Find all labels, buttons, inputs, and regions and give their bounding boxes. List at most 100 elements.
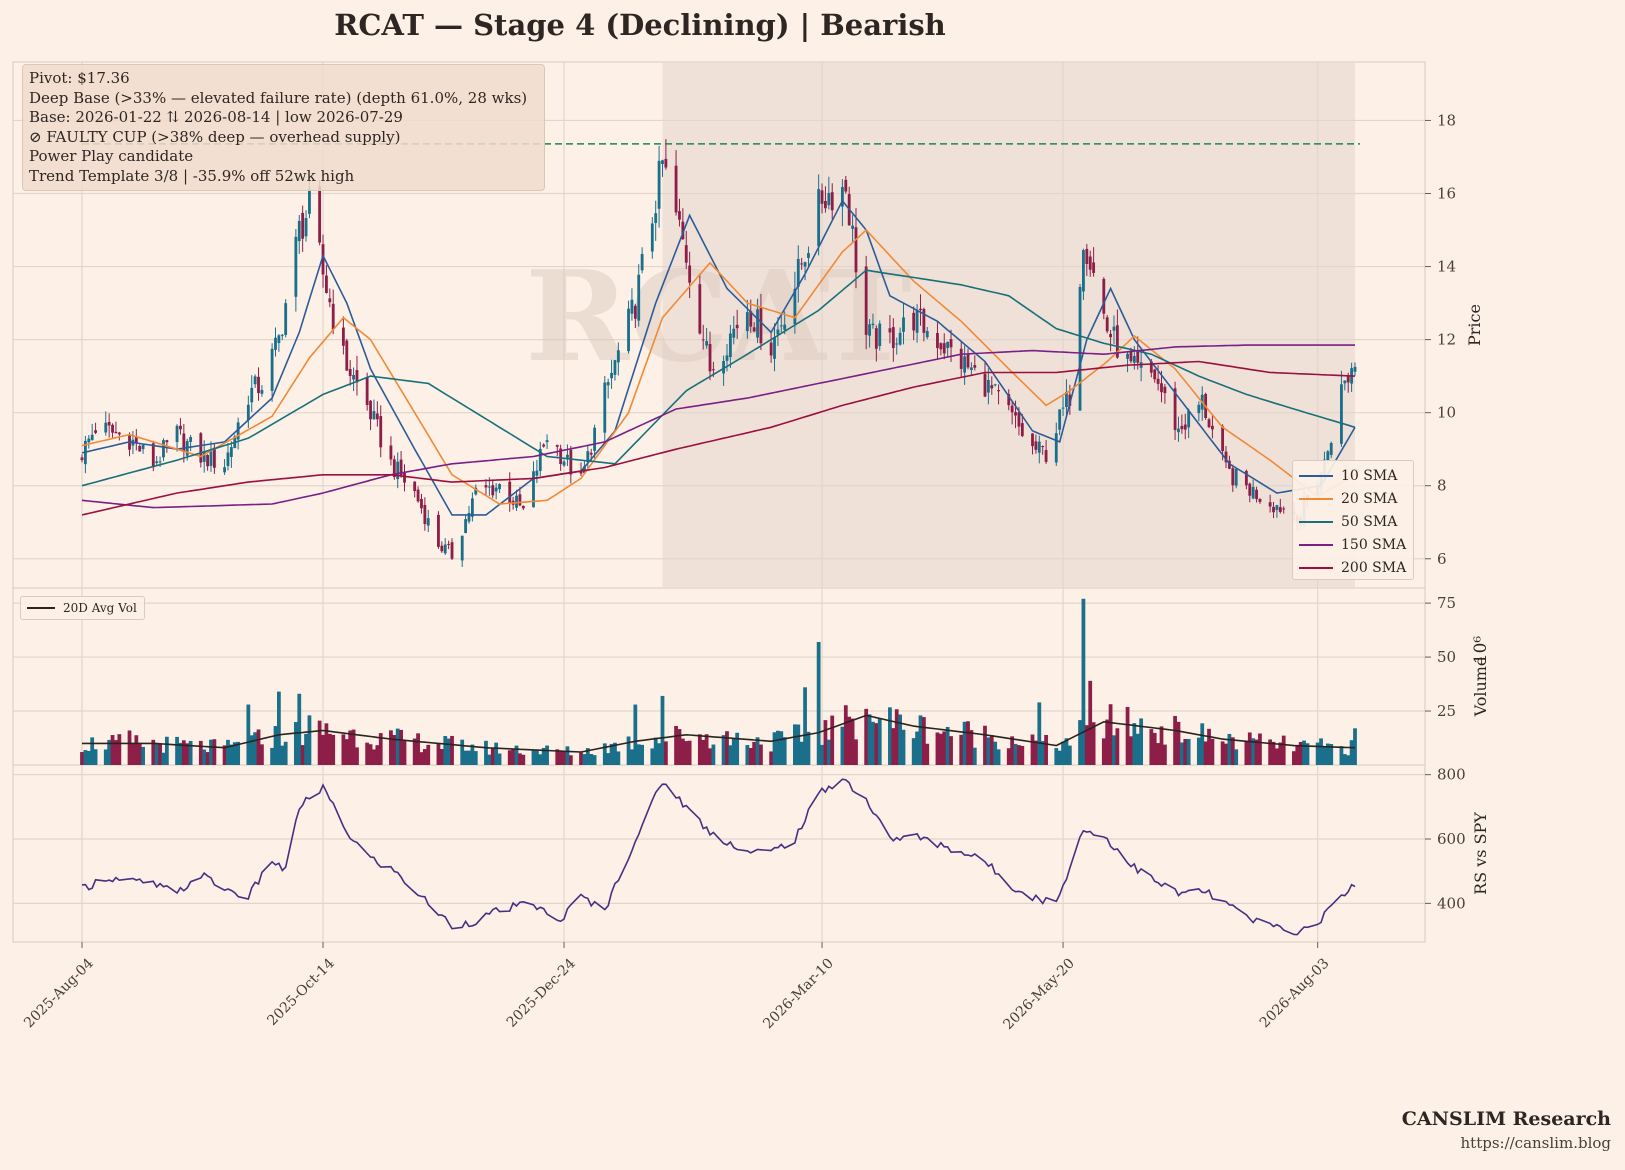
candle	[1031, 433, 1034, 455]
candle	[1041, 445, 1045, 455]
candle-body	[783, 324, 787, 330]
candle	[175, 424, 179, 452]
candle-body	[756, 309, 759, 338]
candle-body	[1037, 441, 1041, 453]
candle-body	[212, 447, 216, 468]
volume-bar	[850, 718, 855, 765]
candle	[898, 327, 902, 346]
volume-avg-line	[82, 714, 1356, 753]
volume-bar	[1084, 725, 1089, 765]
volume-bar	[154, 742, 159, 765]
candle	[912, 306, 916, 341]
volume-bar	[114, 740, 118, 765]
volume-bar	[806, 731, 811, 765]
candle	[657, 145, 661, 228]
candle-body	[606, 382, 610, 386]
candle	[1007, 389, 1011, 411]
volume-bar	[996, 749, 1001, 765]
candle-body	[1224, 451, 1228, 463]
candle	[888, 315, 892, 344]
candle-body	[331, 303, 335, 330]
volume-bar	[616, 751, 621, 765]
volume-bar	[236, 741, 241, 765]
volume-bar	[630, 749, 634, 765]
volume-bar	[942, 731, 947, 765]
info-pivot: Pivot: $17.36	[29, 69, 130, 87]
candle-body	[993, 384, 997, 386]
candle	[189, 434, 193, 452]
volume-bar	[1115, 728, 1120, 765]
volume-bar	[1006, 748, 1011, 765]
volume-bar	[229, 744, 234, 765]
volume-bar	[1200, 723, 1205, 765]
candle-body	[328, 298, 332, 303]
volume-bar	[1186, 738, 1191, 765]
candle-body	[664, 158, 668, 168]
candle	[891, 318, 895, 362]
volume-bar	[633, 704, 638, 765]
candle	[535, 459, 539, 484]
volume-bar	[1101, 738, 1106, 765]
candle-body	[613, 360, 617, 375]
volume-bar	[375, 745, 380, 765]
volume-bar	[558, 751, 563, 765]
candle-body	[226, 452, 230, 467]
volume-bar	[368, 744, 373, 765]
volume-bar	[117, 734, 122, 765]
candle	[297, 215, 301, 254]
volume-bar	[565, 746, 570, 765]
candle-body	[769, 342, 773, 356]
candle	[280, 333, 284, 341]
info-power-play: Power Play candidate	[29, 147, 194, 166]
candle-body	[111, 424, 114, 433]
candle	[246, 395, 250, 429]
candle-body	[1156, 378, 1160, 384]
candle	[698, 273, 702, 335]
candle-body	[260, 390, 264, 394]
candle	[284, 299, 288, 338]
candle	[705, 328, 709, 349]
volume-bar	[1258, 733, 1262, 765]
volume-bar	[317, 720, 322, 765]
volume-bar	[650, 748, 655, 765]
candle-body	[888, 328, 892, 333]
candle-body	[983, 373, 987, 397]
candle-body	[141, 444, 145, 450]
volume-bar	[1088, 680, 1093, 765]
volume-bar	[697, 734, 702, 765]
candle-body	[440, 545, 444, 552]
volume-bar	[901, 729, 906, 765]
candle	[650, 217, 654, 259]
candle	[1078, 283, 1082, 411]
candle-body	[179, 425, 182, 430]
candle-body	[304, 218, 308, 237]
candle-body	[796, 258, 800, 287]
volume-bar	[103, 749, 108, 765]
candle-body	[151, 443, 155, 468]
candle-body	[559, 448, 563, 465]
candle-body	[416, 489, 420, 502]
candle	[820, 183, 824, 214]
candle-body	[280, 334, 284, 336]
volume-bar	[653, 737, 658, 765]
candle	[942, 333, 946, 360]
volume-bar	[178, 742, 183, 765]
volume-bar	[86, 750, 91, 765]
volume-bar	[127, 730, 132, 765]
candle	[752, 322, 756, 333]
volume-bar	[993, 741, 998, 765]
volume-bar	[959, 734, 964, 765]
candle-body	[209, 450, 213, 466]
candle	[420, 493, 423, 514]
volume-bar	[1254, 739, 1259, 765]
candle-body	[389, 445, 393, 460]
volume-bar	[898, 714, 903, 765]
volume-bar	[1108, 704, 1113, 765]
candle-body	[1340, 384, 1343, 444]
volume-bar	[684, 741, 689, 765]
candle	[179, 418, 182, 435]
candle-body	[1282, 508, 1286, 510]
candle	[328, 288, 332, 308]
candle	[470, 492, 474, 522]
volume-bar	[202, 749, 207, 765]
